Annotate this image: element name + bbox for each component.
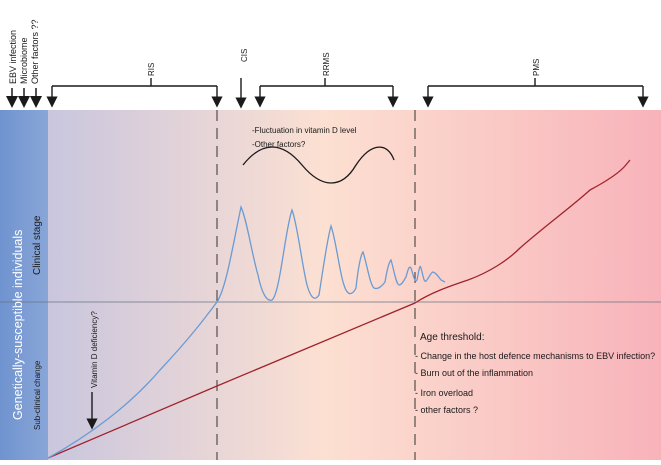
risk-factor-ebv: EBV infection — [8, 30, 18, 84]
risk-factor-microbiome: Microbiome — [19, 37, 29, 84]
vitamin-d-deficiency-label: Vitamin D deficiency? — [90, 311, 99, 388]
ris-bracket — [46, 78, 223, 108]
risk-factor-arrows — [6, 88, 42, 108]
genetic-susceptibility-band — [0, 110, 48, 460]
pms-label: PMS — [532, 59, 541, 76]
cis-label: CIS — [240, 49, 249, 62]
age-threshold-item-2: - Burn out of the inflammation — [415, 368, 533, 378]
vitamin-d-wave — [242, 146, 395, 184]
disease-course-background — [48, 110, 661, 460]
fluctuation-note-1: -Fluctuation in vitamin D level — [252, 126, 357, 135]
fluctuation-note-2: -Other factors? — [252, 140, 306, 149]
rrms-bracket — [254, 78, 399, 108]
subclinical-change-label: Sub-clinical change — [33, 360, 42, 430]
relapse-curve — [47, 204, 446, 459]
ris-label: RIS — [147, 63, 156, 76]
age-threshold-title: Age threshold: — [420, 332, 485, 343]
risk-factor-other: Other factors ?? — [30, 19, 40, 84]
progression-line — [47, 159, 631, 459]
clinical-stage-label: Clinical stage — [32, 215, 43, 275]
age-threshold-item-1: - Change in the host defence mechanisms … — [415, 351, 655, 361]
genetically-susceptible-label: Genetically-susceptible individuals — [11, 230, 25, 420]
age-threshold-item-4: - other factors ? — [415, 405, 478, 415]
age-threshold-item-3: - Iron overload — [415, 388, 473, 398]
pms-bracket — [422, 78, 649, 108]
rrms-label: RRMS — [322, 52, 331, 76]
